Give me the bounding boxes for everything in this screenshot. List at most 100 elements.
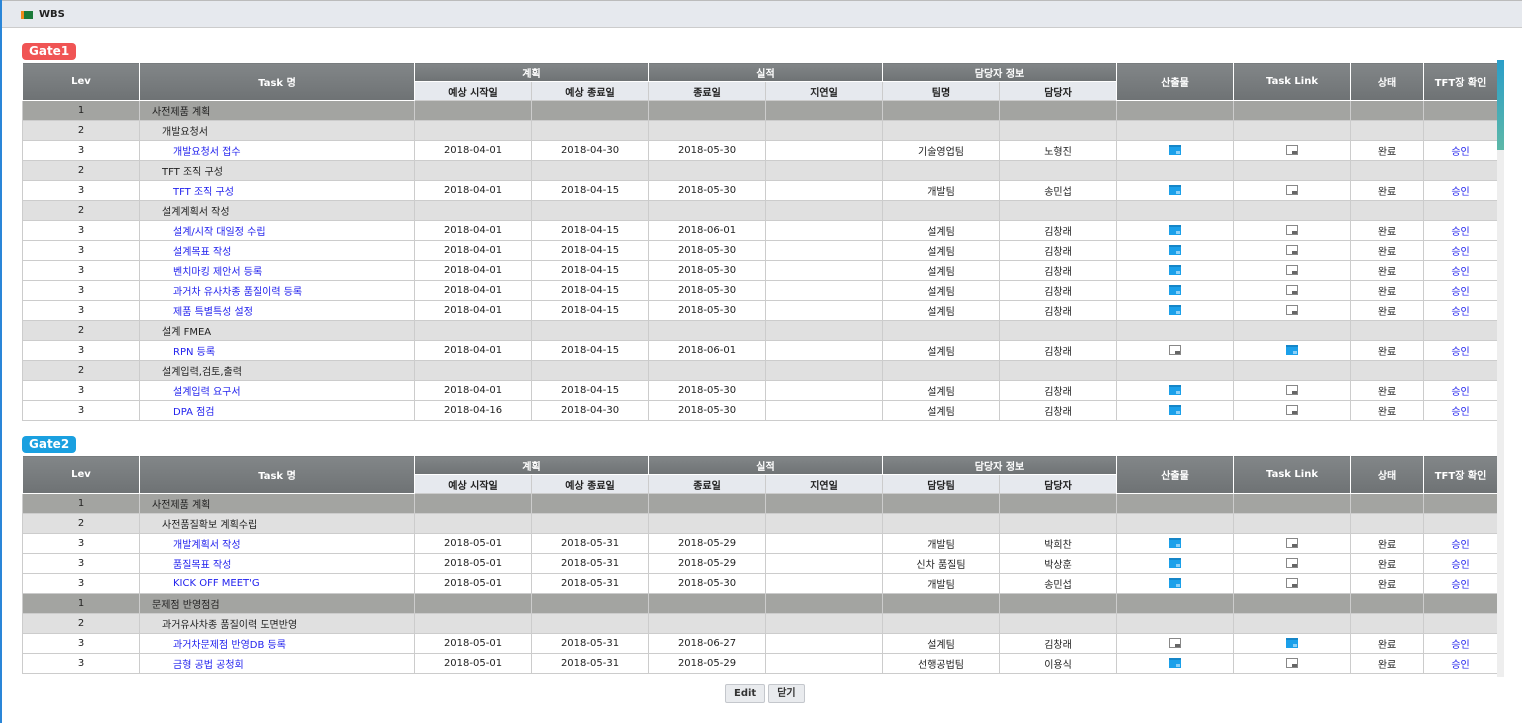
folder-icon[interactable] — [1169, 345, 1182, 355]
gate-section: Gate1 Lev Task 명 계획 실적 담당자 정보 산출물 Task L… — [20, 40, 1497, 421]
folder-icon[interactable] — [1169, 538, 1182, 548]
table-row: 2 과거유사차종 품질이력 도면반영 — [22, 613, 1497, 634]
cell-empty — [414, 160, 532, 181]
table-row[interactable]: 3 금형 공법 공청회 2018-05-01 2018-05-31 2018-05-29… — [22, 653, 1497, 674]
cell-lev: 2 — [22, 120, 140, 141]
table-row[interactable]: 3 DPA 점검 2018-04-16 2018-04-30 2018-05-30 설계팀… — [22, 400, 1497, 421]
folder-icon[interactable] — [1169, 285, 1182, 295]
folder-icon[interactable] — [1169, 305, 1182, 315]
table-row[interactable]: 3 제품 특별특성 설정 2018-04-01 2018-04-15 2018-05-3… — [22, 300, 1497, 321]
table-row[interactable]: 3 TFT 조직 구성 2018-04-01 2018-04-15 2018-05-30… — [22, 180, 1497, 201]
table-row[interactable]: 3 설계목표 작성 2018-04-01 2018-04-15 2018-05-30 설계… — [22, 240, 1497, 261]
task-link[interactable]: DPA 점검 — [139, 400, 415, 421]
approve-link[interactable]: 승인 — [1423, 260, 1497, 281]
folder-icon[interactable] — [1169, 185, 1182, 195]
approve-link[interactable]: 승인 — [1423, 400, 1497, 421]
folder-icon[interactable] — [1286, 225, 1299, 235]
folder-icon[interactable] — [1286, 538, 1299, 548]
cell-delay — [765, 653, 883, 674]
approve-link[interactable]: 승인 — [1423, 380, 1497, 401]
task-link[interactable]: 벤치마킹 제안서 등록 — [139, 260, 415, 281]
cell-empty — [1350, 120, 1425, 141]
cell-status: 완료 — [1350, 380, 1425, 401]
folder-icon[interactable] — [1169, 385, 1182, 395]
table-row[interactable]: 3 과거차 유사차종 품질이력 등록 2018-04-01 2018-04-15 201… — [22, 280, 1497, 301]
task-link[interactable]: 과거차문제점 반영DB 등록 — [139, 633, 415, 654]
folder-icon[interactable] — [1169, 658, 1182, 668]
approve-link[interactable]: 승인 — [1423, 240, 1497, 261]
header-person: 담당자 — [998, 81, 1118, 101]
task-link[interactable]: 설계입력 요구서 — [139, 380, 415, 401]
cell-plan-start: 2018-05-01 — [414, 533, 532, 554]
scrollbar[interactable] — [1497, 60, 1504, 677]
table-row[interactable]: 3 개발계획서 작성 2018-05-01 2018-05-31 2018-05-29 개… — [22, 533, 1497, 554]
cell-plan-start: 2018-04-01 — [414, 260, 532, 281]
folder-icon[interactable] — [1169, 225, 1182, 235]
folder-icon[interactable] — [1286, 265, 1299, 275]
scrollbar-thumb[interactable] — [1497, 60, 1504, 150]
folder-icon[interactable] — [1286, 405, 1299, 415]
table-row[interactable]: 3 품질목표 작성 2018-05-01 2018-05-31 2018-05-29 신차… — [22, 553, 1497, 574]
cell-plan-end: 2018-04-15 — [531, 340, 649, 361]
approve-link[interactable]: 승인 — [1423, 220, 1497, 241]
folder-icon[interactable] — [1286, 305, 1299, 315]
approve-link[interactable]: 승인 — [1423, 573, 1497, 594]
folder-icon[interactable] — [1169, 558, 1182, 568]
folder-icon[interactable] — [1169, 265, 1182, 275]
cell-empty — [765, 493, 883, 514]
header-status: 상태 — [1350, 455, 1425, 494]
approve-link[interactable]: 승인 — [1423, 340, 1497, 361]
approve-link[interactable]: 승인 — [1423, 533, 1497, 554]
folder-icon[interactable] — [1169, 405, 1182, 415]
folder-icon[interactable] — [1286, 345, 1299, 355]
folder-icon[interactable] — [1286, 245, 1299, 255]
task-link[interactable]: 금형 공법 공청회 — [139, 653, 415, 674]
folder-icon[interactable] — [1169, 578, 1182, 588]
cell-lev: 3 — [22, 533, 140, 554]
task-link[interactable]: 제품 특별특성 설정 — [139, 300, 415, 321]
close-button[interactable]: 닫기 — [768, 684, 805, 703]
folder-icon[interactable] — [1286, 558, 1299, 568]
task-link[interactable]: 과거차 유사차종 품질이력 등록 — [139, 280, 415, 301]
folder-icon[interactable] — [1169, 145, 1182, 155]
folder-icon[interactable] — [1169, 245, 1182, 255]
approve-link[interactable]: 승인 — [1423, 653, 1497, 674]
cell-output — [1116, 380, 1235, 401]
folder-icon[interactable] — [1286, 658, 1299, 668]
header-task: Task 명 — [139, 455, 415, 494]
table-row[interactable]: 3 과거차문제점 반영DB 등록 2018-05-01 2018-05-31 2018-… — [22, 633, 1497, 654]
approve-link[interactable]: 승인 — [1423, 300, 1497, 321]
cell-task-link — [1233, 280, 1352, 301]
approve-link[interactable]: 승인 — [1423, 280, 1497, 301]
task-link[interactable]: 설계목표 작성 — [139, 240, 415, 261]
edit-button[interactable]: Edit — [725, 684, 766, 703]
task-link[interactable]: RPN 등록 — [139, 340, 415, 361]
approve-link[interactable]: 승인 — [1423, 180, 1497, 201]
folder-icon[interactable] — [1286, 285, 1299, 295]
folder-icon[interactable] — [1169, 638, 1182, 648]
folder-icon[interactable] — [1286, 385, 1299, 395]
task-link[interactable]: 품질목표 작성 — [139, 553, 415, 574]
table-row[interactable]: 3 벤치마킹 제안서 등록 2018-04-01 2018-04-15 2018-05-… — [22, 260, 1497, 281]
task-link[interactable]: 개발계획서 작성 — [139, 533, 415, 554]
folder-icon[interactable] — [1286, 185, 1299, 195]
folder-icon[interactable] — [1286, 578, 1299, 588]
folder-icon[interactable] — [1286, 145, 1299, 155]
cell-person: 박상훈 — [998, 553, 1118, 574]
folder-icon[interactable] — [1286, 638, 1299, 648]
approve-link[interactable]: 승인 — [1423, 140, 1497, 161]
task-link[interactable]: KICK OFF MEET'G — [139, 573, 415, 594]
task-link[interactable]: TFT 조직 구성 — [139, 180, 415, 201]
cell-lev: 3 — [22, 400, 140, 421]
approve-link[interactable]: 승인 — [1423, 633, 1497, 654]
table-row[interactable]: 3 RPN 등록 2018-04-01 2018-04-15 2018-06-01 설계팀… — [22, 340, 1497, 361]
approve-link[interactable]: 승인 — [1423, 553, 1497, 574]
task-link[interactable]: 개발요청서 접수 — [139, 140, 415, 161]
table-row[interactable]: 3 개발요청서 접수 2018-04-01 2018-04-30 2018-05-30 기… — [22, 140, 1497, 161]
table-row[interactable]: 3 설계/시작 대일정 수립 2018-04-01 2018-04-15 2018-06… — [22, 220, 1497, 241]
table-row[interactable]: 3 설계입력 요구서 2018-04-01 2018-04-15 2018-05-30 설… — [22, 380, 1497, 401]
task-link[interactable]: 설계/시작 대일정 수립 — [139, 220, 415, 241]
cell-empty — [765, 200, 883, 221]
cell-empty — [1423, 360, 1497, 381]
table-row[interactable]: 3 KICK OFF MEET'G 2018-05-01 2018-05-31 2018… — [22, 573, 1497, 594]
